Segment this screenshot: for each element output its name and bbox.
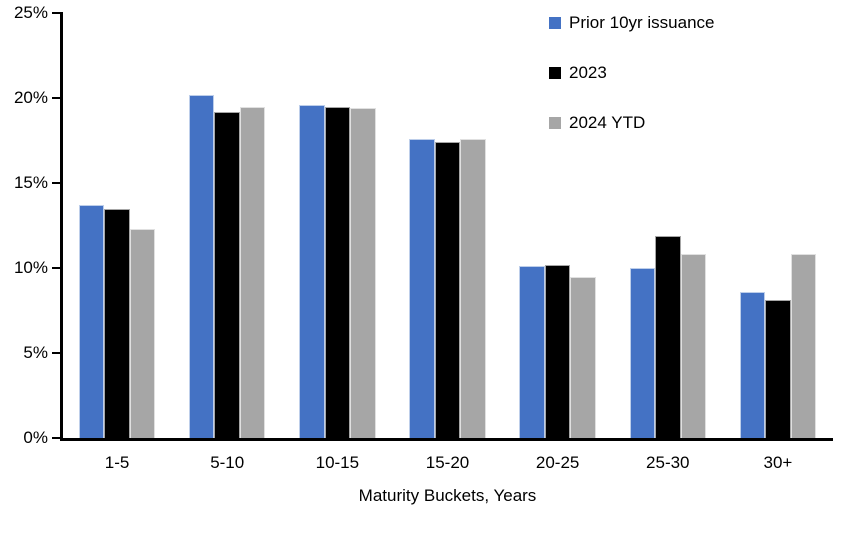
bar-10-15-prior-10yr-issuance — [299, 104, 325, 438]
category-label-1-5: 1-5 — [104, 453, 130, 472]
bar-20-25-2023 — [544, 264, 571, 438]
y-axis-tick — [52, 437, 61, 439]
y-axis-tick — [52, 352, 61, 354]
y-axis-tick-label: 5% — [23, 343, 48, 362]
category-label-25-30: 25-30 — [646, 453, 690, 472]
legend-swatch-2023 — [549, 66, 561, 79]
category-label-30+: 30+ — [763, 453, 793, 472]
bar-5-10-2023 — [214, 111, 240, 438]
y-axis-tick — [52, 97, 61, 99]
legend: Prior 10yr issuance 2023 2024 YTD — [549, 12, 715, 162]
bar-10-15-2023 — [324, 106, 351, 438]
legend-swatch-prior-10yr-issuance — [549, 16, 561, 29]
bar-25-30-2023 — [655, 235, 681, 438]
y-axis-tick — [52, 182, 61, 184]
x-axis-title: Maturity Buckets, Years — [358, 486, 537, 505]
bar-15-20-prior-10yr-issuance — [409, 138, 435, 438]
y-axis-tick — [52, 12, 61, 14]
bar-10-15-2024-ytd — [350, 108, 376, 438]
bar-25-30-prior-10yr-issuance — [629, 268, 656, 438]
bar-5-10-prior-10yr-issuance — [188, 94, 215, 438]
bar-30+-2024-ytd — [790, 254, 817, 438]
bar-20-25-prior-10yr-issuance — [519, 266, 545, 438]
legend-label-2024-ytd: 2024 YTD — [569, 112, 646, 132]
legend-swatch-2024-ytd — [549, 116, 561, 129]
bar-5-10-2024-ytd — [239, 106, 266, 438]
bar-15-20-2024-ytd — [460, 138, 486, 438]
bar-20-25-2024-ytd — [570, 276, 596, 438]
bar-1-5-prior-10yr-issuance — [78, 205, 105, 438]
bar-15-20-2023 — [434, 142, 461, 438]
category-label-15-20: 15-20 — [425, 453, 470, 472]
y-axis-tick-label: 0% — [23, 428, 48, 447]
y-axis-tick-label: 10% — [13, 258, 48, 277]
legend-item-prior-10yr-issuance: Prior 10yr issuance — [549, 12, 715, 33]
category-label-20-25: 20-25 — [535, 453, 580, 472]
y-axis-tick-label: 20% — [13, 88, 48, 107]
bar-25-30-2024-ytd — [680, 254, 707, 438]
y-axis-line — [60, 12, 63, 440]
legend-label-prior-10yr-issuance: Prior 10yr issuance — [569, 12, 715, 32]
y-axis-tick-label: 15% — [13, 173, 48, 192]
bar-1-5-2024-ytd — [129, 228, 156, 438]
bar-30+-2023 — [765, 300, 791, 438]
legend-item-2024-ytd: 2024 YTD — [549, 112, 715, 133]
x-axis-line — [60, 438, 833, 441]
bar-1-5-2023 — [104, 208, 130, 438]
legend-item-2023: 2023 — [549, 62, 715, 83]
category-label-5-10: 5-10 — [210, 453, 245, 472]
y-axis-tick-label: 25% — [13, 3, 48, 22]
y-axis-tick — [52, 267, 61, 269]
category-label-10-15: 10-15 — [315, 453, 360, 472]
bar-30+-prior-10yr-issuance — [739, 291, 766, 438]
legend-label-2023: 2023 — [569, 62, 607, 82]
